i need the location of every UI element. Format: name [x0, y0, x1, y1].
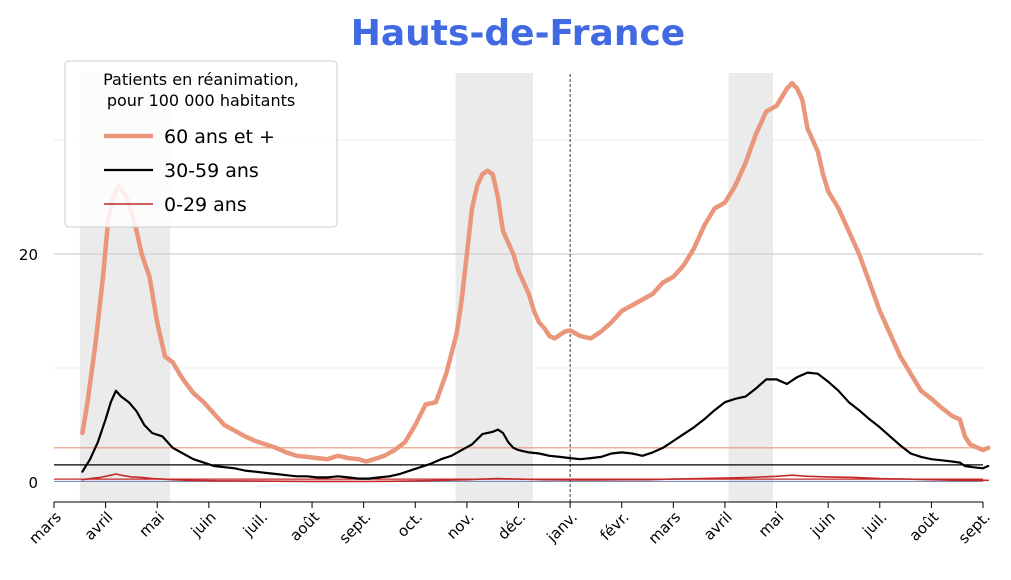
legend-title: pour 100 000 habitants — [107, 91, 295, 110]
legend-box — [64, 60, 338, 228]
x-tick-label: sept. — [955, 508, 994, 547]
x-tick-label: févr. — [597, 508, 633, 544]
series-line-1 — [80, 80, 991, 464]
chart-title: Hauts-de-France — [351, 13, 685, 54]
series-line-2 — [81, 371, 990, 480]
y-tick-label: 0 — [28, 474, 38, 492]
x-tick-label: juil. — [239, 508, 271, 540]
legend-label-1: 60 ans et + — [164, 126, 275, 148]
x-tick-label: mars — [25, 508, 65, 548]
x-tick-label: nov. — [443, 508, 478, 543]
shaded-period-3 — [728, 73, 773, 502]
x-tick-label: avril — [81, 508, 117, 544]
legend-label-2: 30-59 ans — [164, 160, 259, 182]
x-tick-label: sept. — [335, 508, 374, 547]
x-tick-label: août — [286, 508, 323, 545]
series-line-3 — [81, 473, 989, 483]
y-axis: 0 20 — [19, 246, 38, 492]
x-tick-label: juin — [187, 508, 220, 541]
x-tick-label: mai — [755, 508, 788, 541]
y-tick-label: 20 — [19, 246, 38, 264]
x-tick-label: janv. — [543, 508, 581, 546]
legend-label-3: 0-29 ans — [164, 194, 247, 216]
x-tick-label: déc. — [494, 508, 529, 543]
x-tick-label: avril — [700, 508, 736, 544]
shaded-period-2 — [455, 73, 533, 502]
legend: Patients en réanimation, pour 100 000 hab… — [64, 60, 338, 228]
x-tick-label: juin — [806, 508, 839, 541]
x-tick-label: août — [906, 508, 943, 545]
x-axis: mars avril mai juin juil. août sept. oct. nov. dé… — [25, 501, 994, 548]
x-tick-label: mars — [645, 508, 685, 548]
x-tick-label: mai — [136, 508, 169, 541]
x-tick-label: juil. — [858, 508, 890, 540]
legend-title: Patients en réanimation, — [103, 70, 299, 89]
series-lines — [80, 80, 991, 483]
x-tick-label: oct. — [394, 508, 427, 541]
